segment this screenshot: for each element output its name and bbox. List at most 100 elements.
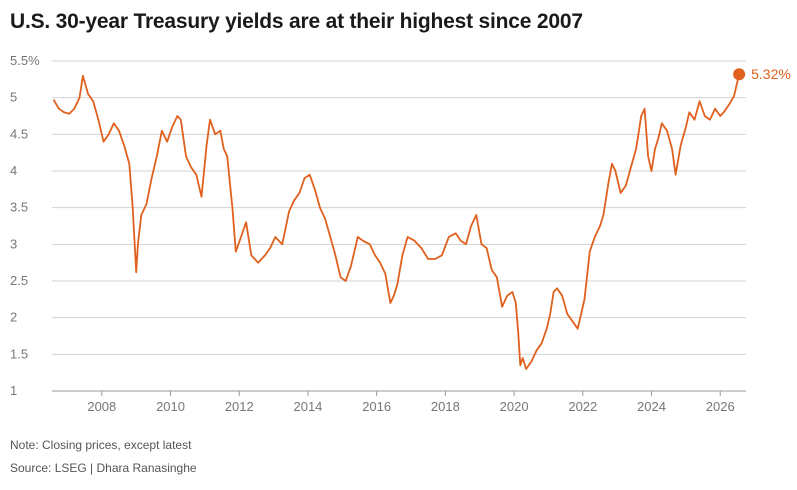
data-point bbox=[661, 122, 663, 124]
data-point bbox=[580, 313, 582, 315]
data-point bbox=[733, 95, 735, 97]
y-tick-label: 4 bbox=[10, 163, 17, 178]
data-point bbox=[156, 155, 158, 157]
x-tick-label: 2026 bbox=[706, 399, 735, 414]
data-point bbox=[491, 269, 493, 271]
data-point bbox=[519, 364, 521, 366]
data-point bbox=[206, 144, 208, 146]
data-point bbox=[340, 276, 342, 278]
data-point bbox=[602, 214, 605, 216]
data-point bbox=[329, 236, 331, 238]
data-point bbox=[635, 148, 637, 150]
data-point bbox=[132, 207, 134, 209]
data-point bbox=[334, 254, 336, 256]
data-point bbox=[53, 99, 55, 101]
data-point bbox=[87, 93, 89, 95]
data-point bbox=[556, 287, 558, 289]
data-point bbox=[704, 115, 706, 117]
series-layer bbox=[52, 73, 740, 370]
data-point bbox=[620, 192, 622, 194]
data-point bbox=[245, 221, 247, 223]
data-point bbox=[58, 108, 60, 110]
data-point bbox=[384, 273, 386, 275]
data-point bbox=[496, 276, 498, 278]
annotation-layer: 5.32% bbox=[733, 66, 791, 82]
data-point bbox=[630, 166, 632, 168]
data-point bbox=[486, 247, 488, 249]
data-point bbox=[401, 254, 403, 256]
yield-series-line bbox=[52, 73, 740, 370]
data-point bbox=[303, 177, 306, 179]
y-tick-label: 3 bbox=[10, 236, 17, 251]
data-point bbox=[589, 251, 591, 253]
data-point bbox=[709, 119, 711, 121]
data-point bbox=[728, 104, 730, 106]
chart-title: U.S. 30-year Treasury yields are at thei… bbox=[10, 10, 583, 33]
data-point bbox=[522, 357, 524, 359]
data-point bbox=[644, 108, 646, 110]
data-point bbox=[611, 163, 613, 165]
data-point bbox=[525, 368, 527, 370]
data-point bbox=[219, 130, 221, 132]
data-point bbox=[535, 350, 538, 352]
data-point bbox=[420, 247, 422, 249]
data-point bbox=[599, 225, 601, 227]
data-point bbox=[78, 97, 81, 99]
data-point bbox=[281, 243, 283, 245]
x-tick-label: 2024 bbox=[637, 399, 666, 414]
data-point bbox=[324, 218, 326, 220]
data-point bbox=[102, 141, 105, 143]
data-point bbox=[657, 137, 660, 139]
data-point bbox=[515, 302, 517, 304]
data-point bbox=[666, 130, 668, 132]
x-tick-label: 2016 bbox=[362, 399, 391, 414]
x-tick-label: 2022 bbox=[568, 399, 597, 414]
data-point bbox=[190, 166, 192, 168]
data-point bbox=[319, 207, 321, 209]
data-point bbox=[475, 214, 477, 216]
data-point bbox=[654, 148, 656, 150]
x-tick-label: 2020 bbox=[500, 399, 529, 414]
chart-source: Source: LSEG | Dhara Ranasinghe bbox=[10, 461, 197, 475]
data-point bbox=[393, 295, 395, 297]
data-point bbox=[171, 126, 173, 128]
data-point bbox=[455, 232, 457, 234]
data-point bbox=[309, 174, 311, 176]
data-point bbox=[180, 119, 182, 121]
data-point bbox=[675, 174, 677, 176]
data-point bbox=[608, 181, 610, 183]
data-point bbox=[73, 108, 75, 110]
data-point bbox=[185, 155, 187, 157]
y-tick-label: 1.5 bbox=[10, 346, 28, 361]
data-point bbox=[389, 302, 391, 304]
y-tick-label: 3.5 bbox=[10, 200, 28, 215]
data-point bbox=[511, 291, 513, 293]
data-point bbox=[298, 192, 300, 194]
data-point bbox=[369, 243, 371, 245]
data-point bbox=[549, 313, 551, 315]
data-point bbox=[161, 130, 163, 132]
data-point bbox=[647, 155, 649, 157]
x-tick-label: 2014 bbox=[293, 399, 322, 414]
data-point bbox=[140, 214, 142, 216]
data-point bbox=[583, 298, 586, 300]
data-point bbox=[288, 210, 290, 212]
data-point bbox=[362, 240, 364, 242]
data-point bbox=[195, 174, 197, 176]
chart-note: Note: Closing prices, except latest bbox=[10, 438, 192, 452]
gridlines bbox=[52, 60, 746, 392]
x-tick-label: 2010 bbox=[156, 399, 185, 414]
data-point bbox=[396, 284, 398, 286]
data-point bbox=[465, 243, 467, 245]
y-tick-label: 2 bbox=[10, 310, 17, 325]
data-point bbox=[345, 280, 347, 282]
data-point bbox=[441, 254, 443, 256]
data-point bbox=[151, 177, 153, 179]
data-point bbox=[128, 163, 130, 165]
data-point bbox=[434, 258, 436, 260]
x-axis-ticks: 2008 2010 2012 2014 2016 2018 2020 2022 2024 2026 bbox=[87, 391, 735, 414]
data-point bbox=[118, 130, 120, 132]
data-point bbox=[407, 236, 409, 238]
data-point bbox=[374, 254, 376, 256]
